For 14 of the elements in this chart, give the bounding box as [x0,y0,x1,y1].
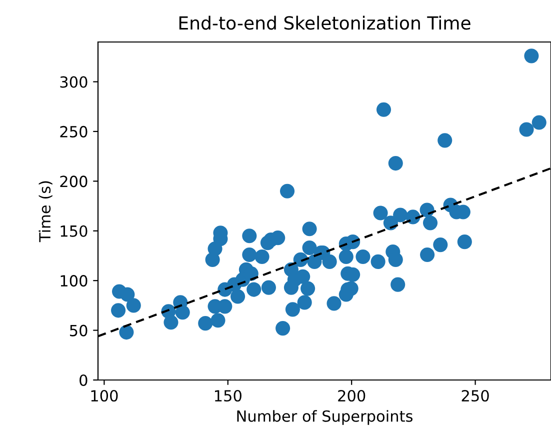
y-tick-label: 0 [80,374,88,386]
x-tick-label: 150 [214,390,242,402]
y-tick-label: 200 [60,176,88,188]
y-tick-label: 100 [60,275,88,287]
chart-title: End-to-end Skeletonization Time [179,16,470,30]
y-tick-label: 150 [60,225,88,237]
x-tick-label: 250 [462,390,489,402]
y-tick-label: 300 [60,76,88,88]
y-axis-title: Time (s) [38,181,52,242]
x-axis-title: Number of Superpoints [237,410,412,425]
y-tick-label: 250 [60,126,88,138]
y-tick-label: 50 [70,324,88,336]
x-tick-label: 100 [91,390,118,402]
x-tick-label: 200 [338,390,366,402]
